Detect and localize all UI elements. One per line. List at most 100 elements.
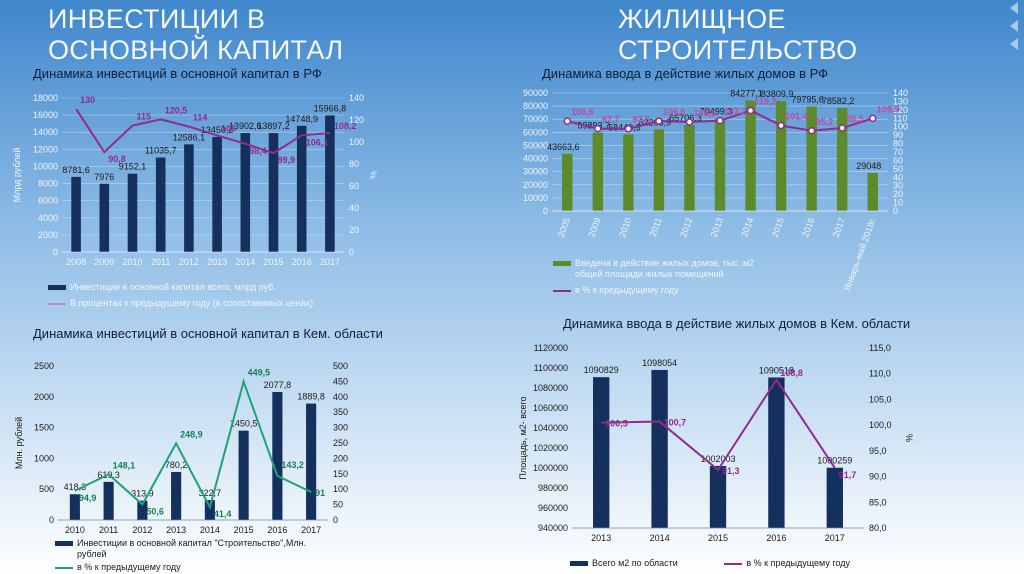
line-data-label: 106,6 [571,107,594,117]
y2-tick-label: 100 [893,122,908,132]
y-tick-label: 1120000 [534,343,568,353]
y-tick-label: 30000 [523,167,548,177]
bar [562,153,573,211]
line-data-label: 106 [221,123,236,133]
y2-tick-label: 90 [893,130,903,140]
y-tick-label: 960000 [538,503,568,513]
bar-data-label: 1090829 [584,365,619,375]
bar [272,392,283,520]
x-tick-label: 2013 [166,525,186,535]
legend-item-housing-rf-line: в % к предыдущему году [553,285,773,296]
bar-data-label: 8781,6 [62,165,90,175]
y2-tick-label: 150 [333,469,348,479]
legend-label: в % к предыдущему году [575,285,679,295]
line-data-label: 119,2 [755,97,777,107]
x-tick-label: 2014 [200,525,220,535]
line-data-label: 91,7 [839,470,857,480]
x-tick-label: 2012 [179,257,199,267]
line-data-label: 108,2 [334,121,357,131]
line-point [807,127,816,135]
heading-investments-line2: ОСНОВНОЙ КАПИТАЛ [48,35,344,65]
y2-tick-label: 40 [349,203,359,213]
y2-tick-label: 30 [893,181,903,191]
bar-data-label: 7976 [94,172,114,182]
line-data-label: 143,2 [281,460,304,470]
chart-title-housing-kem: Динамика ввода в действие жилых домов в … [563,316,911,331]
y2-tick-label: 350 [333,407,348,417]
bar [325,115,335,252]
x-tick-label: 2010 [65,525,85,535]
heading-investments: ИНВЕСТИЦИИ В ОСНОВНОЙ КАПИТАЛ [48,4,343,66]
y-tick-label: 90000 [523,88,548,98]
bar-data-label: 418,3 [64,482,87,492]
line-data-label: 109,9 [877,104,900,114]
line-point [563,117,572,125]
y2-tick-label: 400 [333,392,348,402]
y2-tick-label: 50 [333,500,343,510]
legend-label: Инвестиции в основной капитал всего, млр… [70,282,276,292]
legend-swatch [553,289,571,292]
bar [768,377,785,528]
y2-tick-label: 20 [349,225,359,235]
y-axis-label: Млн. рублей [14,417,24,469]
y2-tick-label: 70 [893,147,903,157]
line-data-label: 41,4 [214,509,232,519]
line-point [716,116,724,125]
bar [836,107,848,211]
heading-housing-line1: ЖИЛИЩНОЕ [618,4,786,34]
y2-tick-label: 115,0 [869,343,891,353]
x-tick-label: 2016 [766,533,786,543]
legend-swatch [553,261,571,266]
bar [745,100,756,211]
y2-tick-label: 80 [349,159,359,169]
legend-item-inv-kem-line: в % к предыдущему году [55,562,355,573]
legend-inv-kem: Инвестиции в основной капитал "Строитель… [55,538,355,573]
y2-tick-label: 10 [893,198,903,208]
y2-tick-label: 110,0 [869,369,891,379]
bar [714,118,726,211]
y2-tick-label: 140 [893,88,908,98]
x-tick-label: 2014 [235,257,255,267]
y-tick-label: 1500 [34,423,54,433]
y-tick-label: 500 [39,484,54,494]
bar [684,124,695,211]
y-axis-label: Площадь, м2- всего [518,396,528,479]
x-tick-label: 2015 [263,257,283,267]
line-point [838,124,846,132]
line-point [746,106,755,115]
y-tick-label: 18000 [33,93,58,103]
y2-tick-label: 50 [893,164,903,174]
bar [775,101,787,211]
y2-tick-label: 0 [333,515,338,525]
y2-tick-label: 60 [893,155,903,165]
y-tick-label: 2000 [38,230,58,240]
legend-label: в % к предыдущему году [746,558,850,568]
line-data-label: 106,6 [663,107,686,117]
line-point [868,114,877,123]
legend-inv-rf: Инвестиции в основной капитал всего, млр… [48,282,348,309]
y-tick-label: 20000 [523,180,548,190]
bar-data-label: 1002003 [700,454,735,464]
line-point [624,124,633,133]
bar-data-label: 59893,7 [578,120,611,130]
y2-tick-label: 100 [333,484,348,494]
x-tick-label: 2017 [825,533,845,543]
x-tick-label: 2016 [292,257,312,267]
x-tick-label: 2011 [151,257,170,267]
y-tick-label: 1080000 [533,383,568,393]
line-data-label: 95,2 [816,117,834,127]
bar-data-label: 14748,9 [285,114,318,124]
bar-data-label: 1450,5 [230,419,258,429]
line-data-label: 100,5 [605,419,628,429]
y2-axis-label: % [368,171,378,179]
bar [99,183,110,252]
bar-data-label: 322,7 [199,488,222,498]
bar-data-label: 84277,1 [730,89,763,99]
line-data-label: 101,4 [785,112,808,122]
legend-item-housing-kem-bar: Всего м2 по области [570,558,678,568]
bar-data-label: 313,9 [131,489,154,499]
y-tick-label: 6000 [38,196,58,206]
bar [268,133,279,252]
bar-data-label: 70499,3 [700,107,733,117]
decor-triangle [1010,20,1018,32]
